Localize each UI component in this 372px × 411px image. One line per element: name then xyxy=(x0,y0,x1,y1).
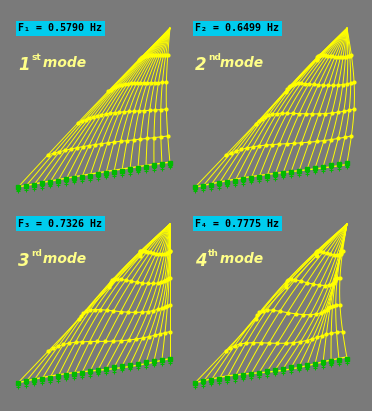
Text: 3: 3 xyxy=(18,252,30,270)
Text: 2: 2 xyxy=(195,56,207,74)
Text: 4: 4 xyxy=(195,252,207,270)
Text: th: th xyxy=(208,249,219,258)
Text: rd: rd xyxy=(31,249,42,258)
Text: F₃ = 0.7326 Hz: F₃ = 0.7326 Hz xyxy=(18,219,102,229)
Text: mode: mode xyxy=(38,252,86,266)
Text: mode: mode xyxy=(38,56,86,70)
Text: st: st xyxy=(31,53,41,62)
Text: F₁ = 0.5790 Hz: F₁ = 0.5790 Hz xyxy=(18,23,102,33)
Text: F₂ = 0.6499 Hz: F₂ = 0.6499 Hz xyxy=(195,23,279,33)
Text: mode: mode xyxy=(215,56,263,70)
Text: F₄ = 0.7775 Hz: F₄ = 0.7775 Hz xyxy=(195,219,279,229)
Text: nd: nd xyxy=(208,53,221,62)
Text: 1: 1 xyxy=(18,56,30,74)
Text: mode: mode xyxy=(215,252,263,266)
